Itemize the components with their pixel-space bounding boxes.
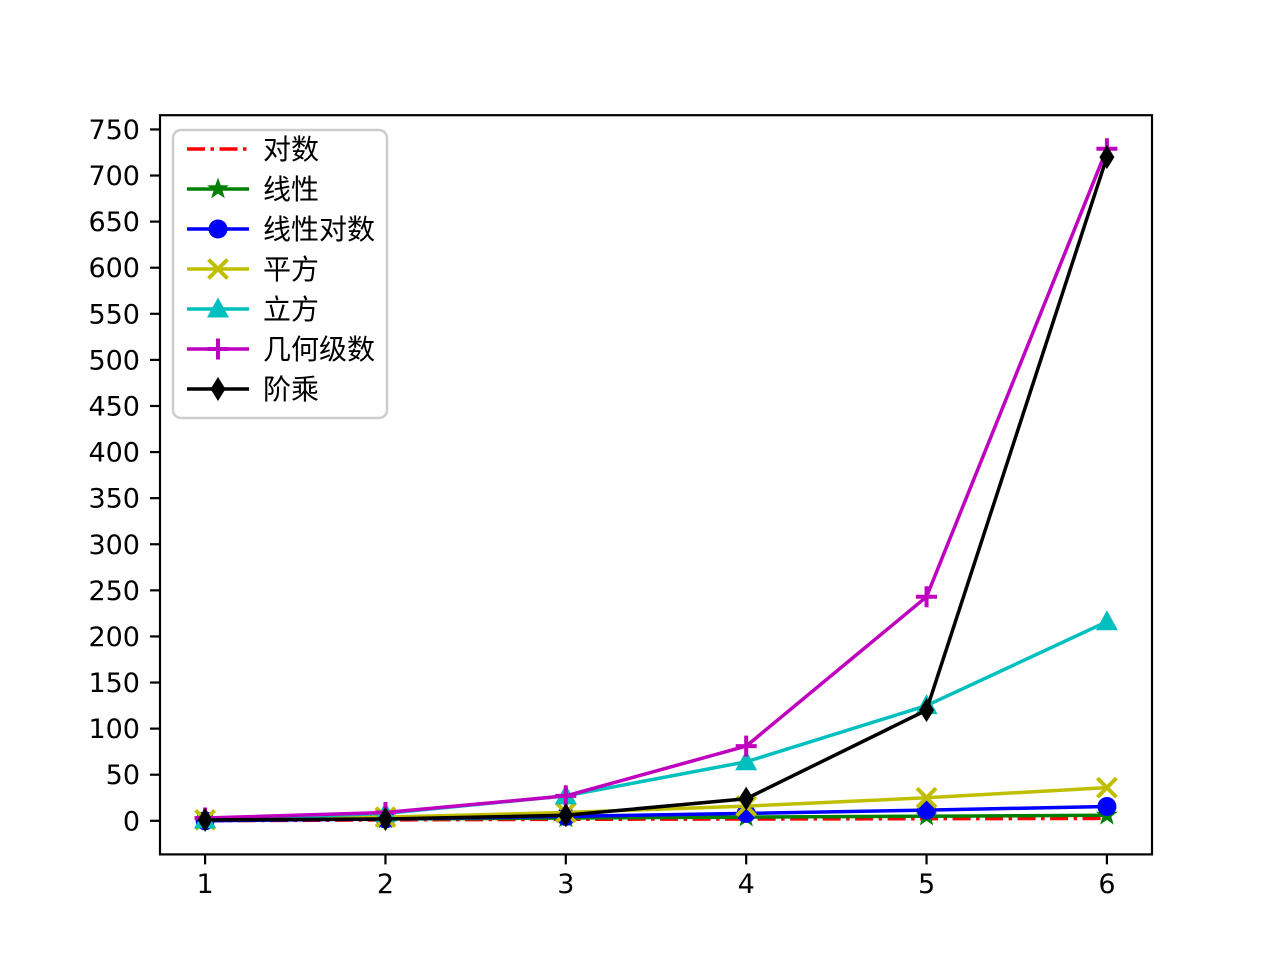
x-marker: [1095, 776, 1118, 799]
series-line-plus: [205, 148, 1109, 820]
thin-diamond-marker: [377, 806, 393, 831]
thin-diamond-marker: [919, 698, 935, 723]
y-tick-label: 700: [88, 161, 140, 192]
axes-frame: [158, 114, 1154, 856]
legend-x-marker: [207, 258, 229, 280]
plus-marker: [916, 586, 938, 608]
series-line-thin-diamond: [205, 156, 1109, 822]
y-tick-label: 250: [88, 576, 140, 607]
x-tick-label: 5: [918, 869, 935, 900]
x-tick-label: 4: [738, 869, 755, 900]
x-tick-label: 2: [377, 869, 394, 900]
plus-marker: [735, 735, 757, 757]
x-tick-label: 6: [1098, 869, 1115, 900]
legend-box: [171, 128, 389, 420]
circle-marker: [1097, 797, 1117, 817]
y-tick-label: 100: [88, 714, 140, 745]
thin-diamond-marker: [558, 803, 574, 828]
y-tick-label: 0: [123, 806, 140, 837]
circle-marker: [917, 800, 937, 820]
series-line-triangle-up: [205, 620, 1108, 822]
y-tick-label: 600: [88, 253, 140, 284]
legend-label: 阶乘: [263, 373, 319, 406]
y-tick-label: 300: [88, 530, 140, 561]
y-tick-label: 650: [88, 207, 140, 238]
legend-star-marker: [207, 177, 229, 199]
triangle-up-marker: [735, 750, 758, 771]
legend-triangle-up-marker: [207, 297, 229, 318]
legend-label: 线性对数: [263, 213, 375, 246]
legend-label: 几何级数: [263, 333, 375, 366]
triangle-up-marker: [1095, 610, 1118, 631]
legend-plus-marker: [207, 338, 229, 360]
y-tick-label: 200: [88, 622, 140, 653]
y-tick-label: 350: [88, 484, 140, 515]
legend-thin-diamond-marker: [210, 377, 226, 401]
x-marker: [915, 786, 938, 809]
legend-label: 对数: [263, 133, 319, 166]
thin-diamond-marker: [738, 786, 754, 811]
y-tick-label: 50: [106, 760, 140, 791]
legend-label: 线性: [263, 173, 319, 206]
y-tick-label: 750: [88, 115, 140, 146]
x-tick-label: 1: [196, 869, 213, 900]
series-line-none: [205, 816, 1107, 823]
y-tick-label: 550: [88, 299, 140, 330]
thin-diamond-marker: [1099, 145, 1115, 170]
plus-marker: [555, 785, 577, 807]
y-tick-label: 150: [88, 668, 140, 699]
y-tick-label: 500: [88, 345, 140, 376]
legend-label: 平方: [263, 253, 319, 286]
legend-circle-marker: [208, 219, 228, 239]
y-tick-label: 450: [88, 391, 140, 422]
thin-diamond-marker: [197, 807, 213, 832]
x-tick-label: 3: [557, 869, 574, 900]
legend-label: 立方: [263, 293, 319, 326]
y-tick-label: 400: [88, 438, 140, 469]
